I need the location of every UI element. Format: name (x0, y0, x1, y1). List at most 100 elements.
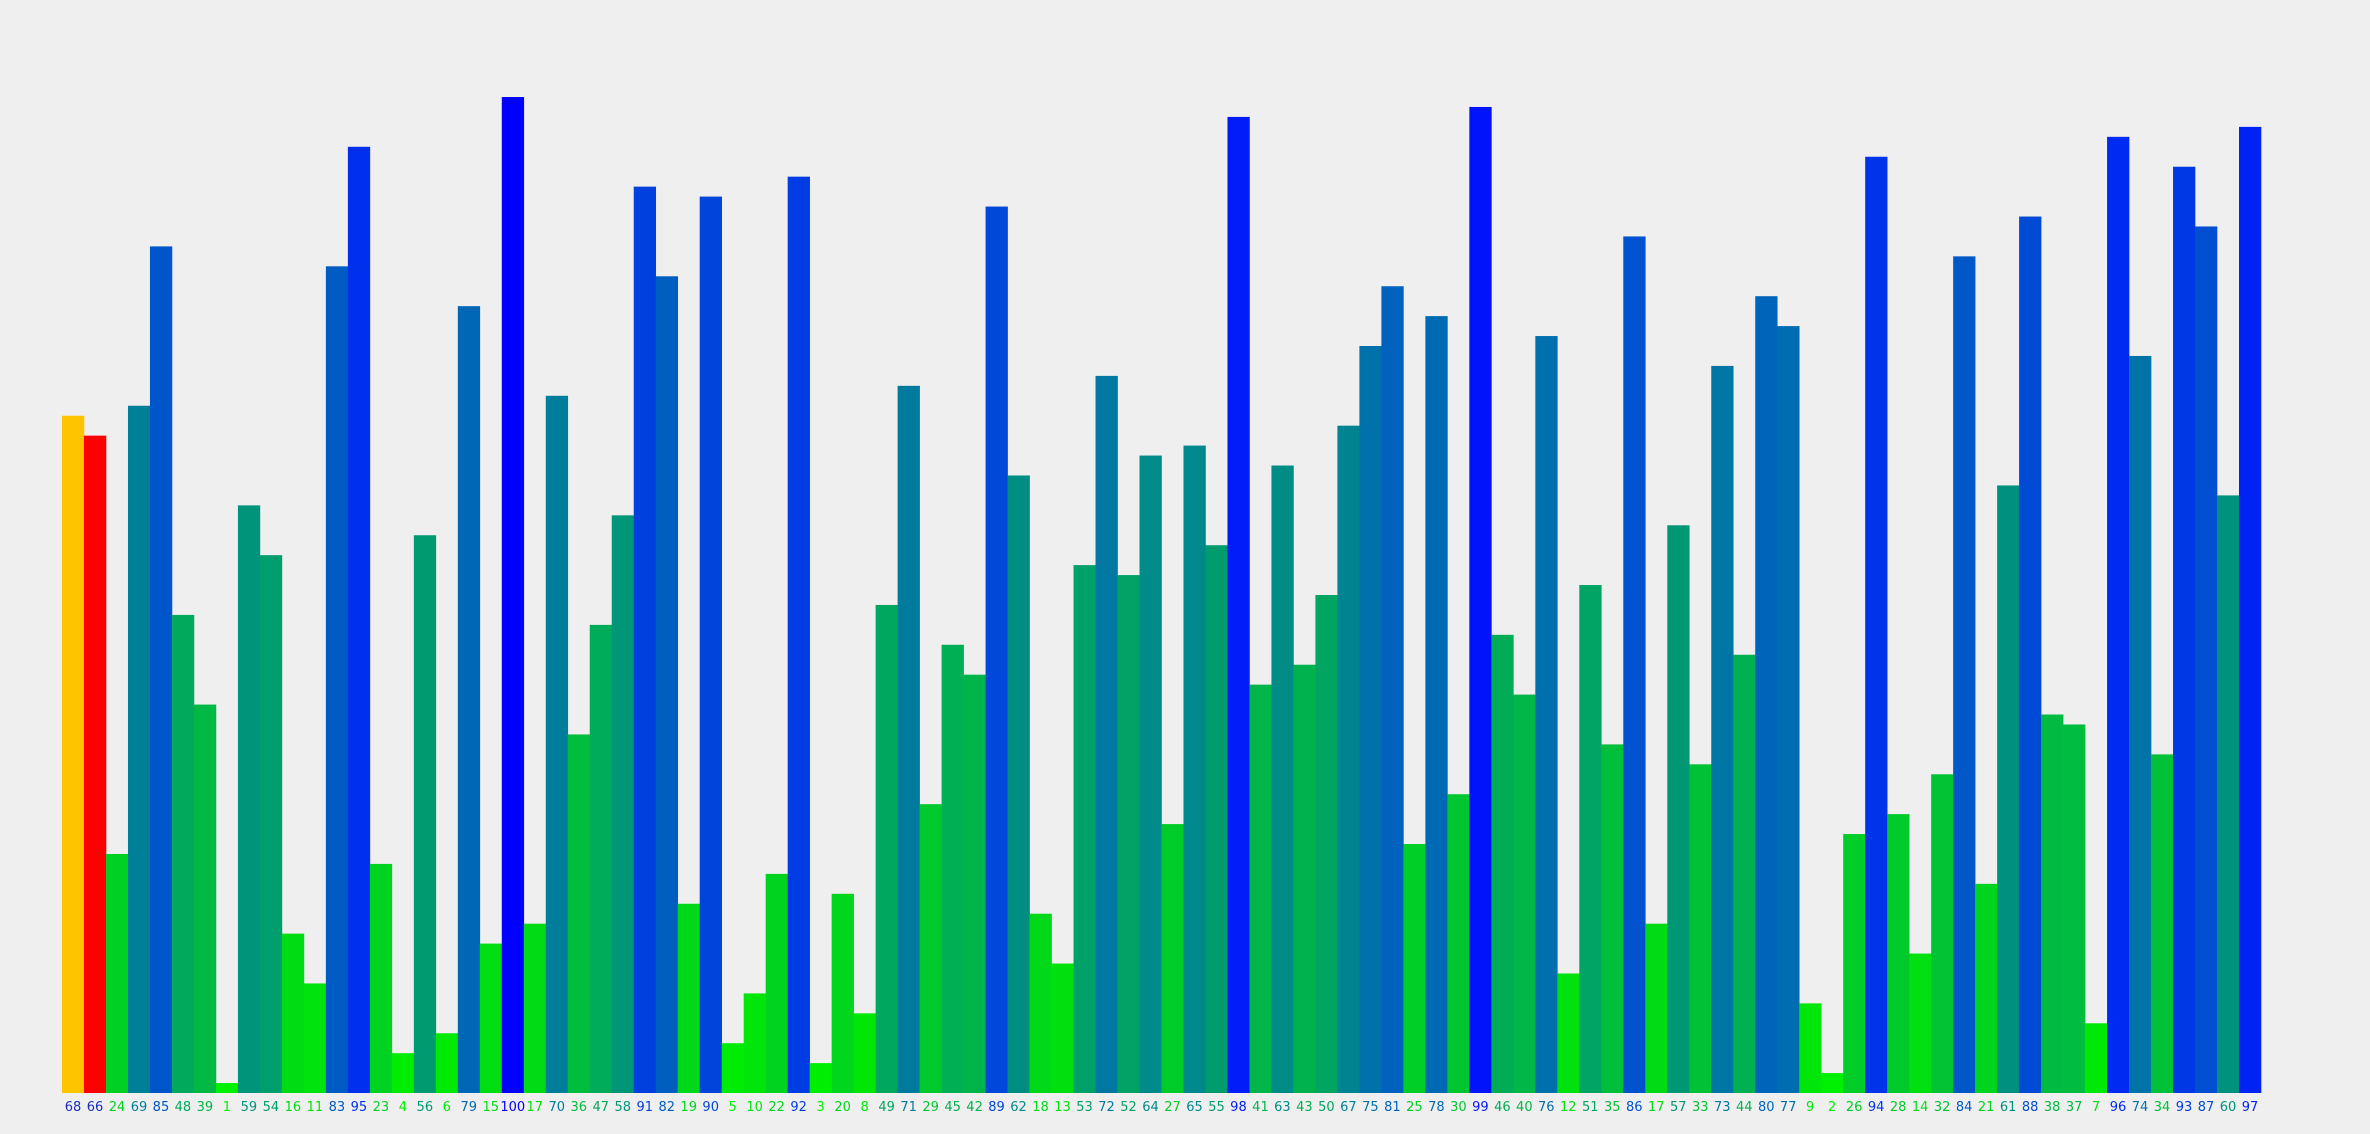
bar-53 (1227, 116, 1250, 1094)
tick-label-1: 66 (87, 1100, 104, 1115)
bar-85 (1931, 774, 1954, 1093)
tick-label-66: 40 (1516, 1100, 1533, 1115)
tick-label-2: 24 (109, 1100, 126, 1115)
bar-90 (2041, 714, 2064, 1093)
tick-label-85: 32 (1934, 1100, 1951, 1115)
bar-99 (2239, 126, 2262, 1093)
bar-32 (765, 873, 788, 1093)
bar-7 (215, 1083, 239, 1093)
bar-73 (1667, 525, 1690, 1093)
tick-label-91: 37 (2066, 1100, 2083, 1115)
tick-label-35: 20 (834, 1100, 851, 1115)
tick-label-65: 46 (1494, 1100, 1511, 1115)
tick-label-94: 74 (2132, 1100, 2149, 1115)
bar-19 (479, 943, 503, 1093)
tick-label-75: 73 (1714, 1100, 1731, 1115)
bar-21 (523, 923, 547, 1093)
tick-label-82: 94 (1868, 1100, 1885, 1115)
tick-label-8: 59 (241, 1100, 258, 1115)
tick-label-30: 5 (729, 1100, 737, 1115)
bar-47 (1095, 375, 1118, 1093)
bar-13 (347, 146, 371, 1094)
bar-86 (1953, 256, 1976, 1093)
tick-label-58: 67 (1340, 1100, 1357, 1115)
bar-49 (1139, 455, 1162, 1093)
tick-label-12: 83 (329, 1100, 346, 1115)
bar-69 (1579, 585, 1602, 1093)
tick-label-6: 39 (197, 1100, 214, 1115)
tick-label-40: 45 (944, 1100, 961, 1115)
tick-label-43: 62 (1010, 1100, 1027, 1115)
tick-label-97: 87 (2198, 1100, 2215, 1115)
bar-35 (831, 893, 854, 1093)
bar-45 (1051, 963, 1074, 1093)
tick-label-0: 68 (65, 1100, 82, 1115)
tick-label-28: 19 (680, 1100, 697, 1115)
tick-label-90: 38 (2044, 1100, 2061, 1115)
tick-label-83: 28 (1890, 1100, 1907, 1115)
bar-39 (919, 804, 942, 1093)
bar-87 (1975, 883, 1998, 1093)
bar-2 (105, 853, 129, 1093)
tick-label-29: 90 (702, 1100, 719, 1115)
tick-label-71: 86 (1626, 1100, 1643, 1115)
bar-67 (1535, 336, 1558, 1093)
bar-56 (1293, 664, 1316, 1093)
tick-label-52: 55 (1208, 1100, 1225, 1115)
tick-label-67: 76 (1538, 1100, 1555, 1115)
bar-61 (1403, 844, 1426, 1093)
bar-76 (1733, 654, 1756, 1093)
bar-95 (2151, 754, 2174, 1093)
bar-57 (1315, 595, 1338, 1093)
tick-label-11: 11 (307, 1100, 324, 1115)
bar-48 (1117, 575, 1140, 1093)
bar-40 (941, 644, 964, 1093)
tick-label-39: 29 (922, 1100, 939, 1115)
bar-4 (149, 246, 173, 1093)
tick-label-32: 22 (768, 1100, 785, 1115)
bar-94 (2129, 355, 2152, 1094)
tick-label-88: 61 (2000, 1100, 2017, 1115)
bar-51 (1183, 445, 1206, 1094)
tick-label-63: 30 (1450, 1100, 1467, 1115)
bar-65 (1491, 634, 1514, 1093)
tick-label-56: 43 (1296, 1100, 1313, 1115)
bar-70 (1601, 744, 1624, 1093)
bar-62 (1425, 316, 1448, 1093)
tick-label-24: 47 (592, 1100, 609, 1115)
tick-label-45: 13 (1054, 1100, 1071, 1115)
bar-43 (1007, 475, 1030, 1094)
tick-label-84: 14 (1912, 1100, 1929, 1115)
bar-96 (2173, 166, 2196, 1094)
tick-label-69: 51 (1582, 1100, 1599, 1115)
tick-label-79: 9 (1806, 1100, 1814, 1115)
bar-97 (2195, 226, 2218, 1094)
bar-81 (1843, 834, 1866, 1093)
tick-label-53: 98 (1230, 1100, 1247, 1115)
bar-66 (1513, 694, 1536, 1093)
tick-label-51: 65 (1186, 1100, 1203, 1115)
bar-10 (281, 933, 305, 1093)
tick-label-49: 64 (1142, 1100, 1159, 1115)
tick-label-47: 72 (1098, 1100, 1115, 1115)
tick-label-18: 79 (461, 1100, 478, 1115)
bar-16 (413, 535, 437, 1093)
tick-label-27: 82 (658, 1100, 675, 1115)
tick-label-36: 8 (860, 1100, 868, 1115)
bar-41 (963, 674, 986, 1093)
tick-label-98: 60 (2220, 1100, 2237, 1115)
tick-label-13: 95 (351, 1100, 368, 1115)
tick-label-10: 16 (285, 1100, 302, 1115)
bar-20 (501, 97, 525, 1093)
tick-label-20: 100 (500, 1100, 525, 1115)
bar-72 (1645, 923, 1668, 1093)
bar-0 (62, 415, 85, 1094)
tick-label-26: 91 (636, 1100, 653, 1115)
tick-label-44: 18 (1032, 1100, 1049, 1115)
bar-18 (457, 306, 481, 1093)
bar-27 (655, 276, 679, 1093)
bar-63 (1447, 794, 1470, 1093)
bar-52 (1205, 545, 1228, 1093)
bar-11 (303, 983, 327, 1093)
